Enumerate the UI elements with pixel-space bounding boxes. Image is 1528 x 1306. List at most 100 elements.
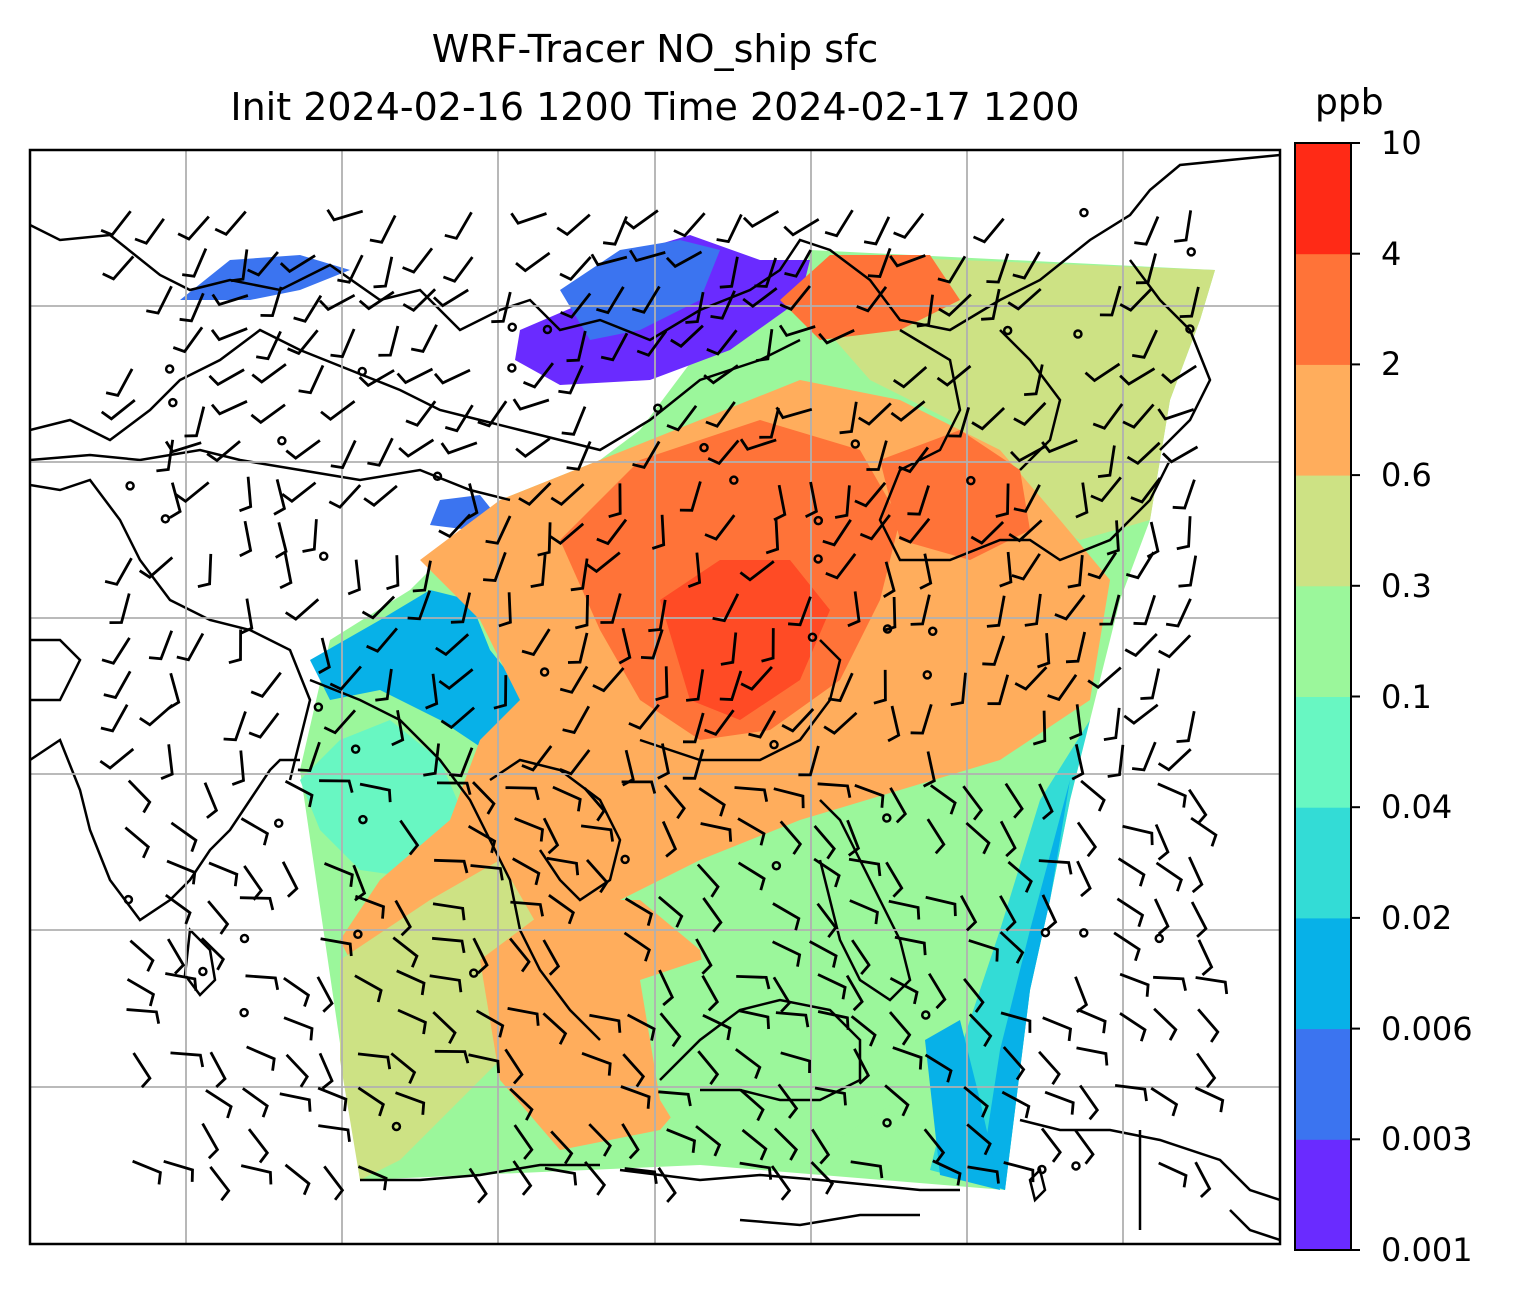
wind-barb [211, 293, 249, 307]
wind-barb [923, 1128, 946, 1164]
wind-barb [657, 1167, 677, 1203]
wind-barb [438, 668, 474, 690]
colorbar [1295, 142, 1360, 1251]
wind-barb [773, 787, 805, 809]
wind-barb [260, 286, 283, 318]
wind-barb [449, 747, 474, 778]
wind-barb [628, 703, 660, 730]
calm-wind-marker [358, 814, 368, 825]
wind-barb [703, 364, 739, 385]
wind-barb [1197, 939, 1214, 976]
wind-barb [922, 751, 936, 788]
wind-barb [885, 861, 904, 898]
wind-barb [546, 856, 580, 876]
wind-barb [737, 861, 766, 891]
wind-barb [626, 1013, 656, 1041]
wind-barb [720, 632, 738, 666]
wind-barb [512, 398, 550, 411]
wind-barb [241, 1087, 269, 1118]
wind-barb [608, 483, 622, 519]
wind-barb [1131, 329, 1158, 359]
wind-barb [1179, 286, 1200, 318]
wind-barb [363, 484, 398, 507]
wind-barb [754, 257, 778, 288]
wind-barb [512, 857, 541, 886]
wind-barb [962, 785, 984, 821]
calm-wind-marker [1071, 1161, 1081, 1171]
colorbar-tick-label: 2 [1381, 345, 1402, 384]
wind-barb [648, 599, 667, 633]
wind-barb [207, 900, 230, 935]
wind-barb [247, 1128, 270, 1164]
wind-barb [567, 632, 589, 664]
wind-barb [739, 1088, 765, 1122]
wind-barb [967, 1165, 1000, 1184]
wind-barb [1195, 976, 1229, 995]
wind-barb [963, 978, 985, 1013]
wind-barb [584, 1161, 607, 1196]
wind-barb [320, 937, 353, 957]
wind-barb [888, 1011, 912, 1046]
calm-wind-marker [807, 632, 818, 643]
wind-barb [337, 254, 364, 284]
wind-barb [621, 780, 657, 794]
wind-barb [761, 628, 775, 663]
wind-barb [888, 899, 921, 920]
wind-barb [223, 711, 247, 742]
wind-barb [620, 1085, 651, 1109]
colorbar-bin [1295, 143, 1351, 255]
wind-barb [548, 894, 575, 925]
wind-barb [845, 974, 864, 1012]
wind-barb [1038, 783, 1054, 820]
wind-barb [892, 1046, 923, 1070]
wind-barb [999, 931, 1025, 964]
wind-barb [1133, 594, 1157, 626]
wind-barb [134, 217, 165, 245]
wind-barb [813, 857, 841, 888]
wind-barb [894, 935, 927, 956]
wind-barb [814, 1086, 847, 1106]
wind-barb [657, 895, 684, 928]
wind-barb [775, 406, 813, 420]
wind-barb [1161, 445, 1199, 464]
wind-barb [910, 594, 931, 626]
wind-barb [1024, 593, 1042, 627]
wind-barb [179, 292, 205, 323]
wind-barb [170, 1051, 205, 1068]
wind-barb [1122, 824, 1154, 846]
wind-barb [589, 1013, 622, 1033]
wind-barb [285, 1053, 309, 1088]
wind-barb [510, 900, 544, 917]
calm-wind-marker [273, 818, 284, 828]
colorbar-bin [1295, 1139, 1351, 1251]
wind-barb [811, 1128, 831, 1165]
wind-barb [561, 406, 587, 436]
wind-barb [552, 785, 582, 812]
colorbar-tick-label: 0.1 [1381, 677, 1432, 716]
wind-barb [559, 255, 592, 282]
wind-barb [326, 209, 364, 222]
wind-barb [395, 1091, 426, 1115]
wind-barb [164, 440, 202, 454]
wind-barb [514, 817, 545, 842]
wind-barb [208, 368, 245, 387]
wind-barb [425, 673, 439, 710]
wind-barb [275, 522, 288, 559]
wind-barb [477, 400, 508, 428]
calm-wind-marker [469, 968, 479, 978]
calm-wind-marker [699, 442, 709, 453]
wind-barb [602, 215, 628, 246]
colorbar-bin [1295, 364, 1351, 476]
wind-barb [436, 781, 472, 796]
wind-barb [866, 440, 888, 471]
wind-barb [919, 553, 933, 590]
wind-barb [279, 254, 316, 274]
wind-barb [770, 1165, 792, 1201]
wind-barb [804, 481, 818, 519]
wind-barb [810, 1161, 835, 1195]
calm-wind-marker [239, 1007, 249, 1018]
calm-wind-marker [318, 551, 329, 561]
wind-barb [1092, 403, 1124, 430]
wind-barb [893, 212, 925, 239]
wind-barb [1197, 1008, 1220, 1043]
